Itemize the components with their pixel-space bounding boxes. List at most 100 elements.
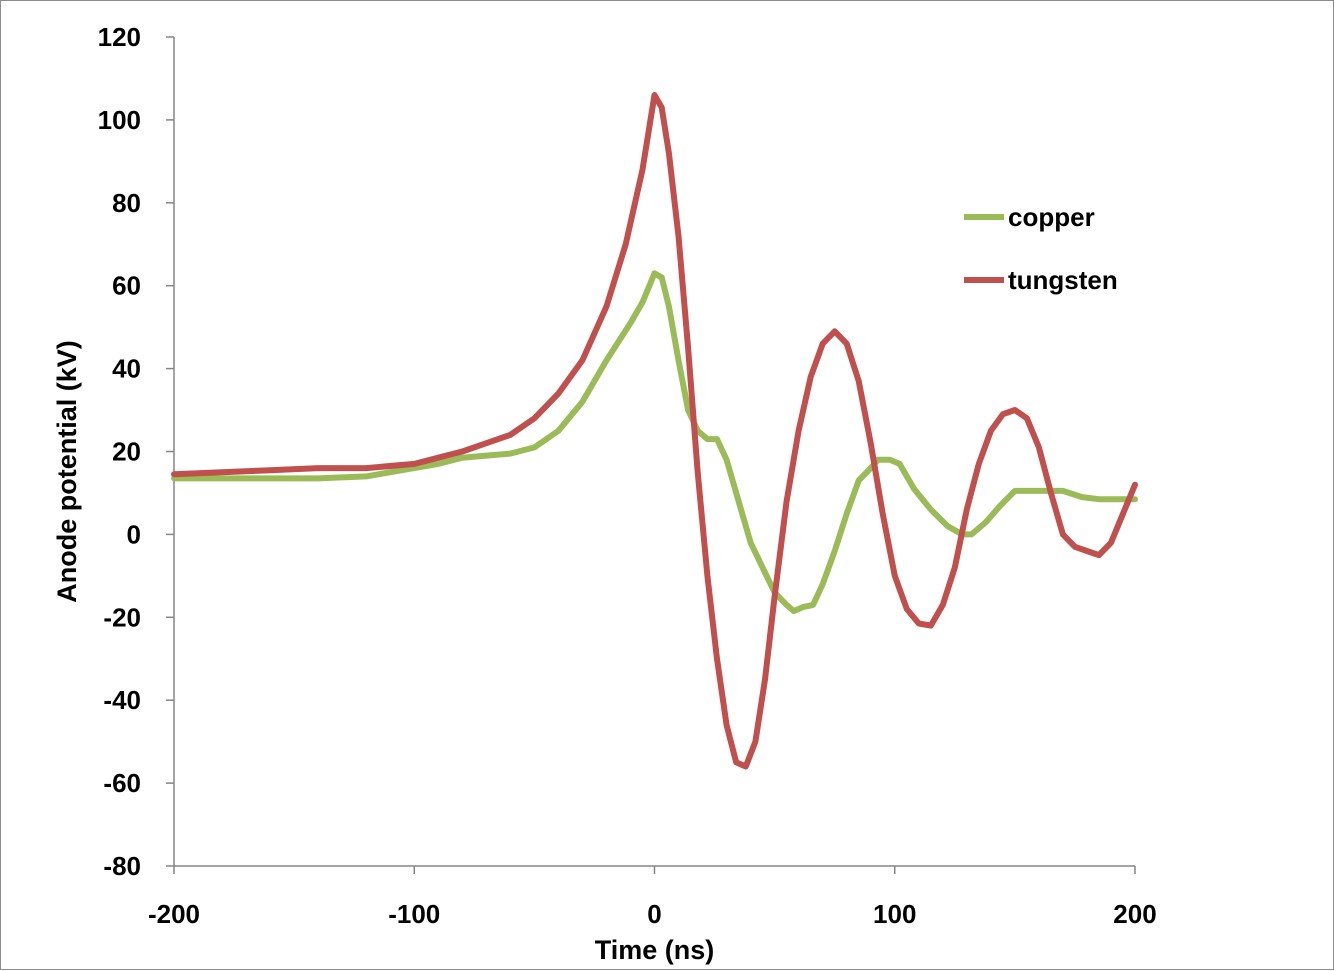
- x-tick-label: -200: [148, 899, 200, 929]
- data-point-tungsten: [659, 105, 664, 110]
- data-point-copper: [508, 451, 513, 456]
- data-point-tungsten: [532, 416, 537, 421]
- data-point-copper: [714, 436, 720, 442]
- data-point-tungsten: [1012, 407, 1018, 413]
- x-tick-label: 200: [1113, 899, 1156, 929]
- data-point-tungsten: [484, 441, 489, 446]
- y-axis-title: Anode potential (kV): [52, 340, 82, 603]
- y-tick-label: 100: [98, 105, 141, 135]
- legend-layer: copper tungsten: [964, 202, 1118, 295]
- data-point-tungsten: [856, 378, 861, 384]
- data-point-tungsten: [705, 573, 710, 579]
- data-point-copper: [532, 445, 537, 450]
- data-point-copper: [676, 358, 681, 363]
- x-tick-label: 100: [873, 899, 916, 929]
- data-point-copper: [998, 503, 1003, 508]
- data-point-copper: [820, 581, 825, 587]
- data-point-tungsten: [315, 465, 321, 471]
- data-point-copper: [267, 476, 273, 481]
- data-point-copper: [1036, 488, 1042, 494]
- data-point-tungsten: [695, 470, 700, 475]
- data-point-tungsten: [580, 358, 585, 363]
- data-point-tungsten: [1036, 445, 1042, 450]
- data-point-tungsten: [1108, 540, 1114, 545]
- data-point-tungsten: [976, 461, 981, 467]
- data-point-tungsten: [928, 623, 933, 628]
- data-point-tungsten: [1060, 532, 1066, 537]
- data-point-tungsten: [412, 461, 417, 467]
- data-point-tungsten: [724, 722, 729, 728]
- data-point-tungsten: [988, 428, 994, 433]
- data-point-copper: [911, 486, 917, 491]
- data-point-copper: [983, 519, 989, 525]
- data-point-tungsten: [267, 468, 273, 473]
- series-line-tungsten: [171, 92, 1138, 770]
- y-tick-label: -60: [103, 768, 141, 798]
- data-point-copper: [875, 457, 881, 462]
- data-point-tungsten: [1000, 412, 1006, 417]
- data-point-tungsten: [916, 621, 921, 626]
- data-point-tungsten: [880, 511, 885, 516]
- data-point-copper: [760, 565, 765, 570]
- data-point-copper: [705, 436, 710, 442]
- data-point-copper: [640, 300, 645, 305]
- data-point-copper: [784, 602, 789, 608]
- data-point-tungsten: [623, 242, 628, 247]
- x-tick-label: 0: [647, 899, 661, 929]
- data-point-tungsten: [964, 507, 969, 512]
- data-point-tungsten: [1072, 544, 1078, 549]
- data-point-tungsten: [904, 606, 909, 612]
- data-point-tungsten: [868, 441, 873, 446]
- data-point-tungsten: [796, 428, 801, 433]
- data-point-copper: [1060, 488, 1066, 494]
- data-point-copper: [580, 399, 585, 404]
- data-point-tungsten: [1048, 490, 1054, 496]
- data-point-copper: [748, 540, 753, 545]
- x-axis-title: Time (ns): [595, 935, 715, 965]
- data-point-tungsten: [762, 677, 768, 682]
- data-point-tungsten: [784, 499, 789, 504]
- data-point-tungsten: [640, 167, 645, 172]
- data-point-tungsten: [460, 449, 465, 454]
- y-tick-label: -40: [103, 685, 141, 715]
- y-tick-label: 0: [127, 519, 141, 549]
- data-point-tungsten: [1084, 548, 1090, 554]
- data-point-tungsten: [832, 329, 837, 334]
- y-tick-label: 40: [112, 354, 141, 384]
- data-point-tungsten: [844, 341, 849, 346]
- data-point-copper: [364, 474, 369, 479]
- axes-layer: [166, 36, 1136, 874]
- data-point-copper: [659, 275, 664, 280]
- data-point-copper: [1096, 497, 1102, 502]
- y-tick-label: -20: [103, 602, 141, 632]
- data-point-tungsten: [364, 465, 369, 471]
- data-point-copper: [897, 461, 902, 467]
- x-tick-label: -100: [388, 899, 440, 929]
- data-point-tungsten: [820, 341, 825, 346]
- data-point-tungsten: [892, 573, 897, 579]
- data-point-copper: [736, 499, 741, 504]
- data-point-tungsten: [1096, 552, 1102, 558]
- data-point-tungsten: [714, 656, 720, 661]
- series-line-copper: [171, 270, 1138, 615]
- data-point-copper: [844, 511, 849, 516]
- data-point-copper: [219, 476, 225, 481]
- data-point-tungsten: [685, 345, 691, 351]
- data-point-copper: [969, 532, 974, 537]
- data-point-copper: [1132, 497, 1138, 502]
- data-point-copper: [945, 523, 950, 529]
- data-point-copper: [685, 407, 691, 413]
- data-point-tungsten: [508, 432, 513, 438]
- data-point-tungsten: [734, 760, 739, 765]
- data-point-copper: [887, 457, 893, 462]
- data-point-copper: [1012, 488, 1018, 494]
- data-point-tungsten: [952, 565, 957, 570]
- data-point-tungsten: [666, 150, 672, 156]
- data-point-copper: [791, 608, 796, 614]
- data-point-tungsten: [436, 455, 441, 460]
- y-tick-label: 120: [98, 22, 141, 52]
- data-point-copper: [832, 548, 837, 554]
- data-point-tungsten: [219, 470, 225, 475]
- data-point-copper: [801, 604, 806, 610]
